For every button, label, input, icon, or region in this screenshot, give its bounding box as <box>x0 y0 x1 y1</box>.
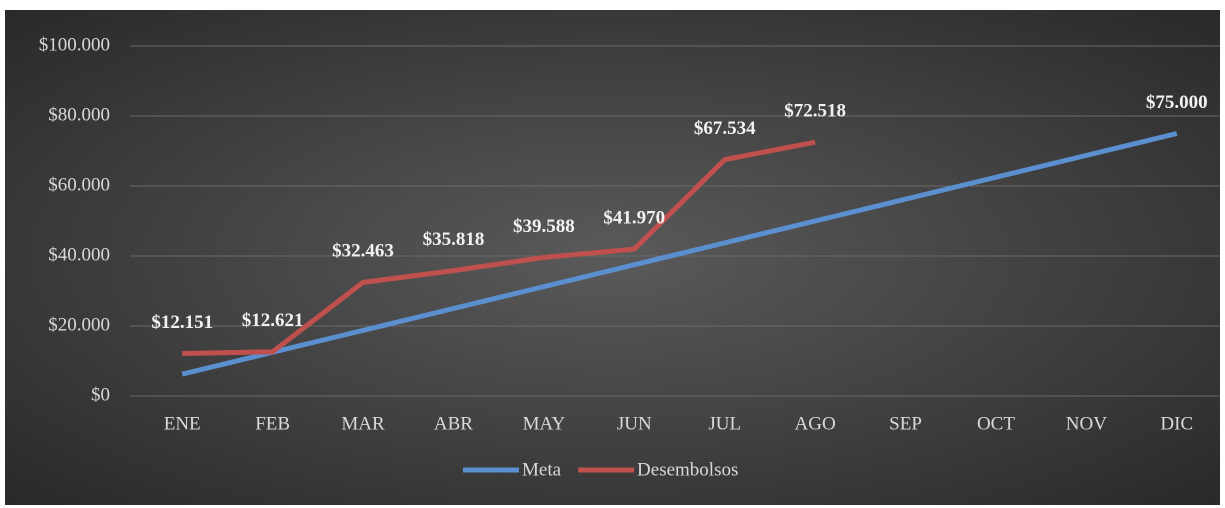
data-label: $12.151 <box>151 312 213 333</box>
data-label: $75.000 <box>1146 92 1208 113</box>
x-tick-label: ABR <box>434 413 473 434</box>
x-tick-label: JUN <box>617 413 652 434</box>
y-tick-label: $80.000 <box>48 104 110 125</box>
data-label: $35.818 <box>423 229 485 250</box>
y-tick-label: $60.000 <box>48 174 110 195</box>
data-label: $12.621 <box>242 310 304 331</box>
line-series <box>182 139 816 356</box>
line-series <box>181 131 1178 377</box>
x-tick-label: SEP <box>889 413 922 434</box>
chart-background <box>5 10 1220 505</box>
x-tick-label: JUL <box>708 413 741 434</box>
y-tick-label: $20.000 <box>48 314 110 335</box>
x-tick-label: DIC <box>1160 413 1193 434</box>
data-label: $72.518 <box>784 101 846 122</box>
x-tick-label: FEB <box>255 413 290 434</box>
y-tick-label: $0 <box>91 384 110 405</box>
x-tick-label: AGO <box>795 413 836 434</box>
legend-label: Desembolsos <box>637 459 738 480</box>
x-tick-label: MAY <box>523 413 566 434</box>
y-tick-label: $100.000 <box>39 34 110 55</box>
x-tick-label: NOV <box>1066 413 1107 434</box>
legend-label: Meta <box>522 459 562 480</box>
x-tick-label: ENE <box>164 413 201 434</box>
x-tick-label: MAR <box>341 413 385 434</box>
data-label: $39.588 <box>513 216 575 237</box>
data-label: $41.970 <box>603 207 665 228</box>
data-label: $67.534 <box>694 118 756 139</box>
y-tick-label: $40.000 <box>48 244 110 265</box>
data-label: $32.463 <box>332 241 394 262</box>
x-tick-label: OCT <box>977 413 1015 434</box>
